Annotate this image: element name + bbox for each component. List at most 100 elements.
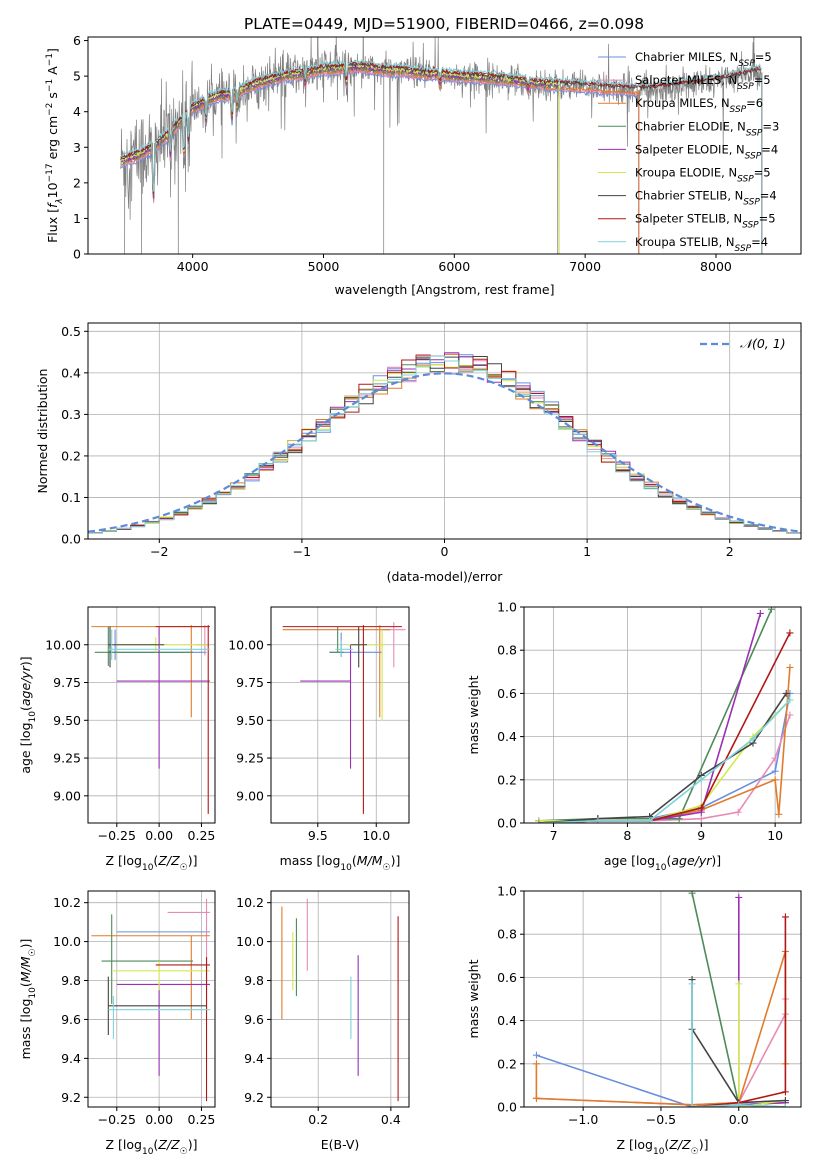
x-tick-label: 7 — [550, 828, 558, 843]
y-tick-label: 10.2 — [236, 895, 264, 910]
label-part: =5 — [754, 73, 771, 87]
y-tick-label: 0.0 — [497, 816, 517, 831]
label-part: Z/Z — [157, 1137, 180, 1152]
x-axis-label: Z [log10(Z/Z☉)] — [106, 853, 198, 873]
label-part: ☉ — [691, 1147, 699, 1157]
weight-marker-KM — [775, 810, 783, 818]
x-axis-label: Z [log10(Z/Z☉)] — [106, 1137, 198, 1157]
weight-marker-SM — [697, 815, 705, 823]
legend-label-KS: Kroupa STELIB, NSSP=4 — [635, 235, 768, 254]
weight-line-SS — [692, 916, 787, 1107]
label-part: −17 — [45, 163, 55, 182]
weight-line-CS — [538, 692, 787, 823]
x-tick-label: 4000 — [177, 259, 209, 274]
weight-marker-CE — [688, 891, 696, 897]
histogram-KS — [88, 355, 801, 534]
x-tick-label: 10 — [767, 828, 783, 843]
label-part: M/M — [18, 956, 33, 982]
weight-marker-KS — [646, 817, 654, 823]
y-tick-label: 9.4 — [244, 1051, 264, 1066]
label-part: age/yr — [18, 665, 33, 706]
mass_vs_Z-plot-area — [88, 891, 215, 1107]
x-tick-label: 0.2 — [308, 1112, 328, 1127]
y-tick-label: 0.2 — [497, 772, 517, 787]
label-part: age [log — [18, 722, 33, 773]
y-tick-label: 0.1 — [61, 490, 81, 505]
label-part: 10 — [142, 1147, 154, 1157]
label-part: Z [log — [106, 853, 142, 868]
label-part: Salpeter ELODIE, N — [635, 142, 745, 156]
weight-marker-SS — [781, 1088, 789, 1096]
y-tick-label: 0.0 — [497, 1100, 517, 1115]
legend-label-SE: Salpeter ELODIE, NSSP=4 — [635, 142, 778, 161]
label-part: =4 — [760, 189, 777, 203]
weight-line-KS — [538, 699, 791, 823]
label-part: =4 — [751, 235, 768, 249]
spectrum-plot-area — [120, 37, 763, 254]
y-tick-label: 9.75 — [236, 675, 264, 690]
x-axis-label: mass [log10(M/M☉)] — [280, 853, 401, 873]
label-part: λ — [55, 198, 65, 204]
label-part: 10 — [340, 863, 352, 873]
legend: Chabrier MILES, N SSP =5 Salpeter MILES, N S… — [598, 50, 779, 254]
weight-marker-KS — [749, 735, 757, 743]
y-tick-label: 5 — [73, 69, 81, 84]
label-part: mass [log — [18, 999, 33, 1060]
axes-frame — [523, 606, 802, 824]
y-tick-label: 9.2 — [244, 1090, 264, 1105]
x-axis-label: age [log10(age/yr)] — [604, 853, 721, 873]
weight-marker-CS — [782, 689, 790, 697]
mass_vs_ebv-plot-area — [271, 891, 409, 1107]
label-part: =4 — [761, 142, 778, 156]
y-tick-label: 0.4 — [497, 729, 517, 744]
label-part: E(B-V) — [321, 1137, 360, 1152]
x-tick-label: 7000 — [569, 259, 601, 274]
label-part: Salpeter MILES, N — [635, 73, 737, 87]
label-part: ( — [18, 982, 33, 987]
x-tick-label: 8 — [623, 828, 631, 843]
label-part: −1 — [45, 79, 55, 92]
x-tick-label: 5000 — [308, 259, 340, 274]
x-tick-label: −0.5 — [646, 1112, 676, 1127]
x-tick-label: 0 — [441, 544, 449, 559]
label-part: Chabrier STELIB, N — [635, 189, 743, 203]
label-part: Chabrier MILES, N — [635, 50, 738, 64]
weight-marker-SM — [786, 711, 794, 719]
x-tick-label: 0.4 — [381, 1112, 401, 1127]
y-axis-label: Normed distribution — [35, 369, 50, 494]
label-part: ☉ — [180, 1147, 188, 1157]
legend-label-KM: Kroupa MILES, NSSP=6 — [635, 96, 763, 115]
y-tick-label: 10.0 — [236, 934, 264, 949]
label-part: SSP — [742, 221, 759, 231]
axes-frame — [270, 890, 410, 1108]
x-tick-label: 10.0 — [362, 828, 390, 843]
x-tick-label: 9.5 — [308, 828, 328, 843]
label-part: Kroupa MILES, N — [635, 96, 730, 110]
y-tick-label: 9.50 — [236, 713, 264, 728]
residuals-axes: −2 −1 0 1 2 0.0 0.1 0.2 0.3 0.4 0.5 (data-model)/er… — [35, 322, 802, 584]
label-part: Flux [ — [45, 208, 60, 243]
y-axis-label: mass weight — [466, 959, 481, 1038]
label-part: −1 — [45, 53, 55, 66]
axes-frame — [87, 890, 216, 1108]
weight-marker-KE — [735, 980, 743, 988]
label-part: =5 — [754, 166, 771, 180]
legend-label-SS: Salpeter STELIB, NSSP=5 — [635, 212, 776, 231]
weight-line-KE — [738, 983, 786, 1107]
label-part: )] — [188, 853, 198, 868]
age_vs_Z-plot-area — [88, 607, 215, 823]
label-part: )] — [18, 939, 33, 949]
model-spectrum-KS — [120, 58, 762, 192]
weight-marker-KS — [735, 1101, 743, 1107]
label-part: ( — [153, 853, 158, 868]
y-tick-label: 9.6 — [244, 1012, 264, 1027]
label-part: 10 — [653, 1147, 665, 1157]
y-tick-label: 0 — [73, 247, 81, 262]
label-part: =6 — [746, 96, 763, 110]
y-tick-label: 0.2 — [497, 1056, 517, 1071]
weight-line-CE — [538, 608, 773, 822]
label-part: f — [45, 202, 60, 208]
label-part: SSP — [743, 198, 760, 208]
label-part: Z [log — [106, 1137, 142, 1152]
